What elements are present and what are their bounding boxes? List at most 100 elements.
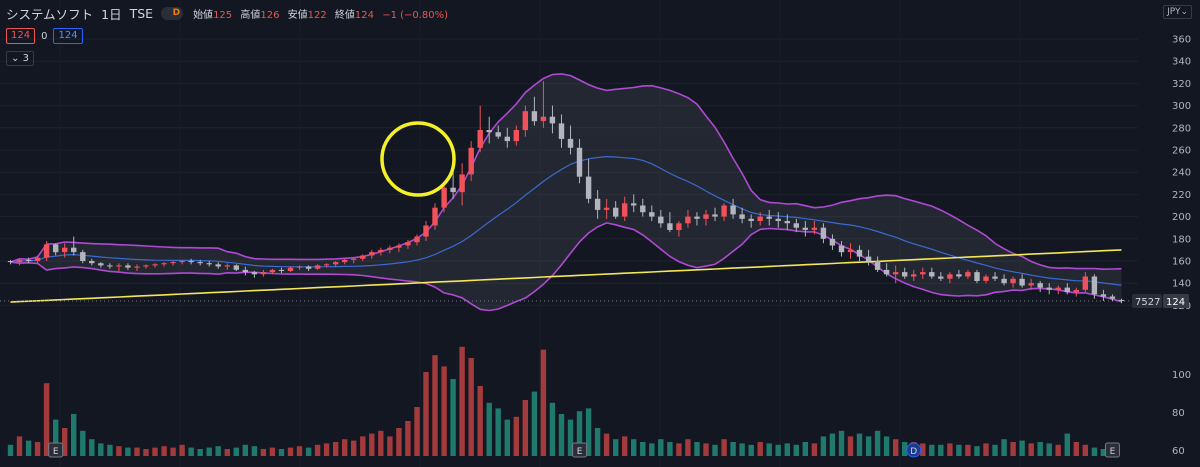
candle-body [342, 259, 348, 263]
candle-body [152, 264, 158, 266]
candle-body [450, 187, 456, 193]
moving-average-line [10, 155, 1122, 286]
candle-body [1028, 283, 1034, 286]
candle-body [576, 147, 583, 177]
candle-body [594, 198, 601, 210]
candle-body [613, 207, 619, 217]
close-label: 終値 [334, 9, 355, 21]
event-marker-label: D [910, 447, 917, 457]
candle-body [775, 218, 781, 221]
volume-bar [314, 444, 321, 456]
volume-bar [251, 446, 258, 456]
buy-button[interactable]: 124 [53, 28, 83, 44]
volume-bar [89, 439, 95, 456]
volume-bar [883, 436, 890, 456]
candle-body [929, 272, 935, 277]
volume-bar [856, 433, 863, 456]
candle-body [739, 214, 745, 219]
candle-body [495, 132, 501, 137]
candle-body [378, 249, 384, 253]
high-value: 126 [260, 9, 280, 21]
volume-bar [1091, 447, 1098, 456]
candle-body [486, 130, 492, 133]
symbol-header: システムソフト 1日 TSE D 始値125 高値126 安値122 終値124… [6, 5, 453, 22]
volume-bar [34, 442, 41, 456]
volume-bar [766, 443, 772, 456]
volume-bar [874, 430, 881, 456]
volume-bar [956, 444, 962, 456]
volume-bar [802, 442, 808, 456]
symbol-name[interactable]: システムソフト [6, 6, 94, 22]
y-tick-label: 360 [1172, 35, 1191, 46]
volume-bar [1064, 433, 1070, 456]
candle-body [1100, 294, 1107, 297]
volume-bar [360, 436, 366, 456]
volume-tick-label: 80 [1172, 408, 1185, 419]
candle-body [305, 266, 312, 269]
candle-body [549, 116, 556, 124]
earnings-marker [48, 442, 64, 458]
candle-body [351, 258, 357, 260]
volume-bar [179, 444, 185, 456]
volume-bar [902, 442, 908, 456]
candle-body [703, 214, 709, 219]
volume-bar [757, 442, 763, 456]
candle-body [802, 227, 808, 230]
volume-bar [567, 419, 574, 456]
volume-bar [71, 414, 77, 456]
volume-bar [323, 443, 330, 456]
volume-bar [260, 449, 267, 456]
volume-bar [947, 443, 953, 456]
candle-body [107, 265, 113, 267]
volume-bar [450, 379, 456, 456]
event-marker-label: E [1110, 447, 1116, 457]
volume-bar [116, 446, 122, 456]
candle-body [215, 264, 221, 267]
volume-bar [242, 444, 248, 456]
candle-body [477, 130, 483, 148]
indicators-count: 3 [22, 53, 29, 64]
sell-button[interactable]: 124 [6, 28, 36, 44]
interval-label[interactable]: 1日 [101, 6, 122, 22]
candle-body [251, 272, 258, 275]
candle-body [16, 259, 23, 263]
candle-body [983, 276, 989, 281]
event-marker-label: E [53, 447, 59, 457]
volume-bar [811, 443, 818, 456]
chevron-down-icon: ⌄ [1180, 7, 1188, 17]
bollinger-band-area [10, 73, 1122, 311]
currency-selector[interactable]: JPY⌄ [1163, 5, 1192, 19]
volume-bar [53, 419, 59, 456]
market-status-badge: D [161, 6, 184, 20]
candle-body [540, 116, 547, 122]
bollinger-band-fill [10, 73, 1122, 311]
candle-body [956, 274, 962, 277]
y-tick-label: 340 [1172, 57, 1191, 68]
candle-body [333, 262, 339, 265]
volume-bar [1073, 442, 1079, 456]
candle-body [125, 265, 131, 268]
candle-body [116, 265, 122, 267]
volume-bar [676, 443, 682, 456]
candle-body [414, 236, 420, 243]
candle-body [784, 221, 790, 224]
candle-body [721, 205, 727, 217]
volume-bar [206, 447, 212, 456]
price-axis[interactable]: 1201401601802002202402602803003203403606… [1132, 35, 1191, 457]
candle-body [920, 272, 926, 275]
candle-body [766, 216, 772, 219]
candle-body [603, 207, 610, 210]
candle-body [676, 223, 682, 230]
volume-bar [558, 414, 565, 456]
indicators-toggle[interactable]: ⌄ 3 [6, 51, 34, 66]
volume-bar [640, 442, 646, 456]
volume-bar [197, 449, 203, 456]
volume-bar [405, 421, 411, 456]
candle-body [62, 247, 68, 253]
candle-body [658, 216, 664, 224]
candle-body [1064, 287, 1070, 292]
volume-bar [613, 439, 619, 456]
volume-bar [784, 443, 790, 456]
